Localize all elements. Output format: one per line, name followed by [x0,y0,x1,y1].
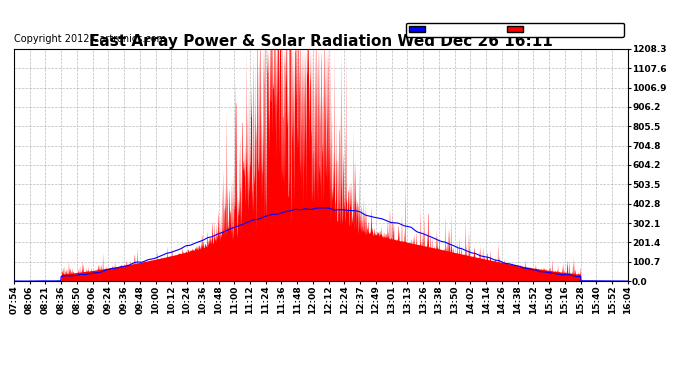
Legend: Radiation (w/m2), East Array (DC Watts): Radiation (w/m2), East Array (DC Watts) [406,23,624,37]
Title: East Array Power & Solar Radiation Wed Dec 26 16:11: East Array Power & Solar Radiation Wed D… [89,34,553,49]
Text: Copyright 2012 Cartronics.com: Copyright 2012 Cartronics.com [14,34,166,44]
